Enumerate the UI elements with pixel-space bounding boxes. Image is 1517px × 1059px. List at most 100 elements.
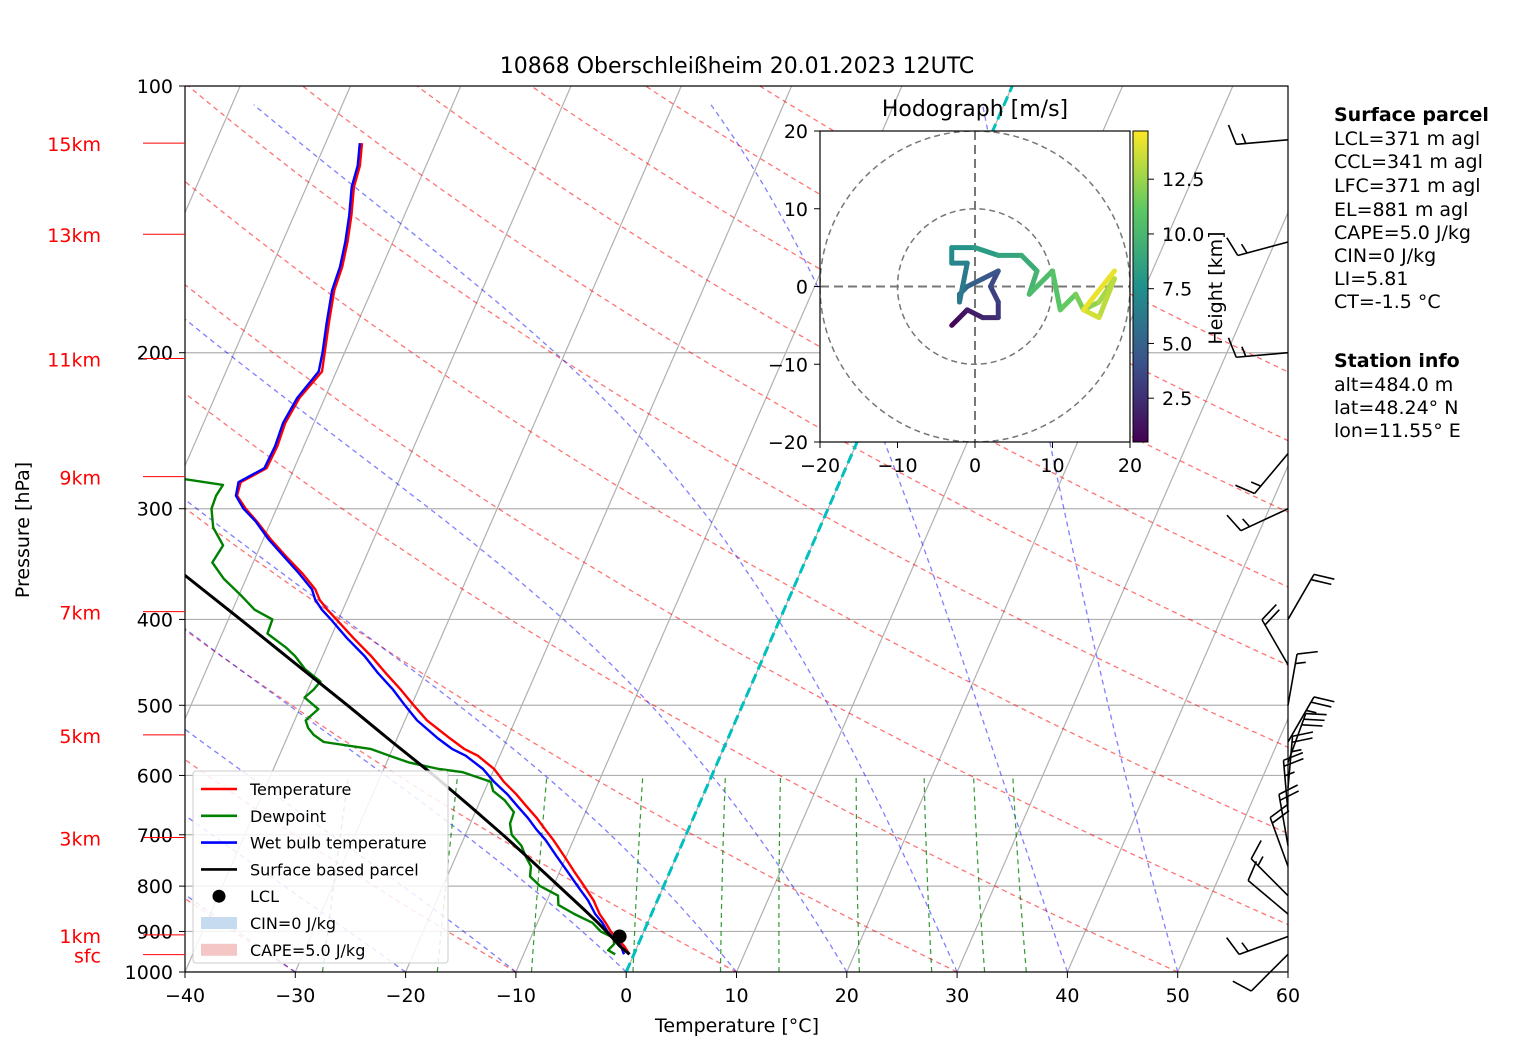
- isotherm-line: [185, 86, 462, 721]
- wind-barb-feather: [1291, 748, 1302, 753]
- height-label: 5km: [59, 726, 101, 748]
- hodograph-segment: [964, 307, 986, 321]
- hodograph-segment: [980, 268, 1001, 282]
- wind-barb-feather: [1295, 661, 1306, 665]
- hodograph-y-tick-label: −10: [768, 354, 808, 376]
- wind-barb-feather: [1292, 731, 1314, 738]
- legend-swatch: [212, 889, 226, 903]
- wind-barb-feather: [1283, 751, 1304, 762]
- wind-barb-staff: [1287, 713, 1307, 763]
- hodograph-x-tick-label: −10: [877, 455, 917, 477]
- wind-barb-staff: [1240, 508, 1289, 532]
- wind-barb-staff: [1236, 138, 1289, 146]
- x-axis-label: Temperature [°C]: [654, 1015, 819, 1037]
- hodograph-y-tick-label: −20: [768, 432, 808, 454]
- colorbar-label: Height [km]: [1205, 231, 1227, 344]
- x-tick-label: 30: [945, 985, 969, 1007]
- station-info-line: alt=484.0 m: [1334, 374, 1453, 396]
- station-info-line: lon=11.55° E: [1334, 420, 1461, 442]
- wind-barb-feather: [1227, 124, 1237, 145]
- series-line: [234, 142, 626, 955]
- wind-barb-feather: [1296, 650, 1318, 655]
- hodograph-segment: [1050, 268, 1063, 313]
- legend-label: LCL: [250, 887, 279, 906]
- wind-barb-feather: [1313, 573, 1335, 580]
- wind-barb-feather: [1278, 784, 1298, 796]
- hodograph-segment: [1057, 291, 1079, 313]
- isotherm-line: [185, 86, 352, 468]
- wind-barb-staff: [1237, 241, 1289, 257]
- mixing-ratio-line: [923, 775, 933, 972]
- zero-isotherm: [624, 86, 1014, 972]
- mixing-ratio-line: [1012, 775, 1027, 972]
- height-label: 15km: [47, 134, 101, 156]
- surface-parcel-line: LCL=371 m agl: [1334, 128, 1480, 150]
- wind-barb-feather: [1306, 709, 1317, 714]
- hodograph-segment: [964, 276, 986, 289]
- wind-barb-feather: [1226, 514, 1242, 532]
- height-label: sfc: [74, 946, 101, 968]
- x-tick-label: 60: [1276, 985, 1300, 1007]
- hodograph-segment: [957, 260, 970, 305]
- y-tick-label: 500: [137, 695, 173, 717]
- wind-barb-feather: [1264, 609, 1280, 626]
- x-tick-label: 20: [835, 985, 859, 1007]
- series-line: [185, 573, 631, 956]
- y-tick-label: 300: [137, 499, 173, 521]
- wind-barb-feather: [1240, 243, 1248, 254]
- legend-swatch: [201, 943, 237, 956]
- wind-barb-feather: [1250, 481, 1262, 487]
- colorbar-tick-label: 5.0: [1162, 333, 1192, 355]
- lcl-marker: [612, 929, 627, 944]
- dry-adiabat-line: [416, 86, 1288, 588]
- surface-parcel-title: Surface parcel: [1334, 104, 1489, 126]
- dry-adiabat-line: [185, 392, 1178, 972]
- hodograph-x-tick-label: −20: [800, 455, 840, 477]
- dry-adiabat-line: [185, 283, 1288, 926]
- dry-adiabat-line: [302, 86, 1288, 666]
- hodograph-segment: [988, 284, 1001, 305]
- y-tick-label: 800: [137, 876, 173, 898]
- surface-parcel-line: CAPE=5.0 J/kg: [1334, 222, 1471, 244]
- wind-barb-staff: [1278, 794, 1289, 846]
- legend-label: CIN=0 J/kg: [250, 914, 336, 933]
- x-tick-label: −10: [496, 985, 536, 1007]
- wind-barb-staff: [1287, 696, 1315, 743]
- wind-barbs: [1226, 124, 1335, 992]
- height-label: 3km: [59, 828, 101, 850]
- mixing-ratio-line: [436, 775, 459, 972]
- hodograph-segment: [1096, 276, 1117, 321]
- x-tick-label: −40: [165, 985, 205, 1007]
- isotherm-line: [405, 86, 793, 972]
- hodograph-x-tick-label: 10: [1040, 455, 1064, 477]
- legend-label: CAPE=5.0 J/kg: [250, 941, 365, 960]
- mixing-ratio-line: [778, 775, 782, 972]
- wind-barb-feather: [1257, 856, 1264, 867]
- height-label: 9km: [59, 468, 101, 490]
- wind-barb-staff: [1287, 736, 1294, 789]
- moist-adiabat-line: [253, 104, 958, 972]
- moist-adiabat-line: [710, 104, 1069, 972]
- wind-barb-feather: [1226, 237, 1239, 256]
- isotherm-line: [956, 211, 1288, 972]
- hodograph-ticks: −20−20 −10 −10 0 0 10 10 20 20: [768, 121, 1142, 477]
- wind-barb-staff: [1250, 953, 1289, 992]
- chart-title: 10868 Oberschleißheim 20.01.2023 12UTC: [500, 54, 975, 79]
- x-tick-label: 50: [1166, 985, 1190, 1007]
- wind-barb-feather: [1226, 937, 1240, 955]
- hodograph-segment: [1081, 268, 1117, 313]
- surface-parcel-line: CCL=341 m agl: [1334, 151, 1483, 173]
- y-tick-label: 1000: [125, 962, 173, 984]
- legend-label: Dewpoint: [250, 807, 326, 826]
- zero-isotherm-line: [624, 86, 1014, 972]
- wind-barb-feather: [1310, 701, 1332, 708]
- moist-adiabat-line: [981, 104, 1179, 972]
- wind-barb-staff: [1282, 760, 1289, 813]
- mixing-ratio-line: [973, 775, 986, 972]
- hodograph-segment: [1073, 291, 1086, 313]
- wind-barb-feather: [1303, 718, 1325, 722]
- isotherm-line: [1066, 464, 1288, 972]
- y-axis-label: Pressure [hPa]: [12, 462, 34, 598]
- colorbar-tick-label: 7.5: [1162, 279, 1192, 301]
